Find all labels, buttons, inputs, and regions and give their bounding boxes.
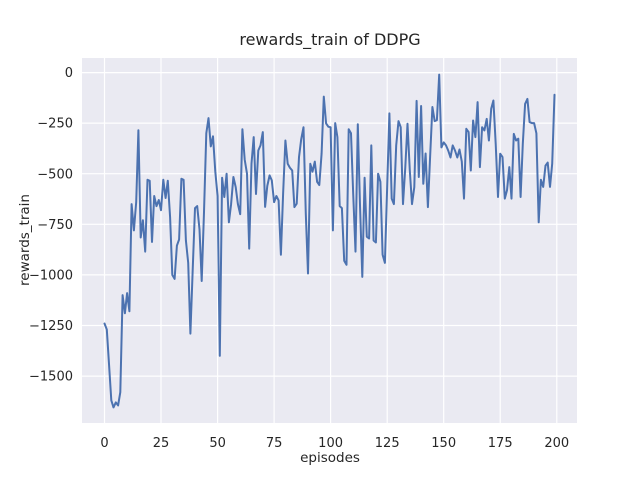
y-axis-label: rewards_train: [17, 194, 33, 286]
x-tick-label: 0: [100, 436, 108, 451]
y-tick-label: −500: [37, 167, 73, 182]
y-tick-label: −750: [37, 218, 73, 233]
y-tick-label: −1250: [29, 319, 73, 334]
x-axis-ticks: 0 25 50 75 100 125 150 175 200: [100, 436, 569, 451]
x-tick-label: 25: [153, 436, 170, 451]
x-tick-label: 100: [318, 436, 343, 451]
grid: [82, 58, 577, 423]
x-tick-label: 175: [488, 436, 513, 451]
series-line: [103, 73, 556, 409]
y-axis-ticks: 0 −250 −500 −750 −1000 −1250 −1500: [29, 66, 73, 385]
plot-area: [82, 58, 577, 423]
x-tick-label: 125: [375, 436, 400, 451]
x-tick-label: 50: [209, 436, 226, 451]
y-tick-label: 0: [65, 66, 73, 81]
y-tick-label: −1500: [29, 370, 73, 385]
x-tick-label: 75: [266, 436, 283, 451]
x-tick-label: 200: [544, 436, 569, 451]
x-tick-label: 150: [431, 436, 456, 451]
y-tick-label: −1000: [29, 269, 73, 284]
y-tick-label: −250: [37, 117, 73, 132]
chart-title: rewards_train of DDPG: [239, 30, 420, 50]
x-axis-label: episodes: [300, 450, 360, 466]
